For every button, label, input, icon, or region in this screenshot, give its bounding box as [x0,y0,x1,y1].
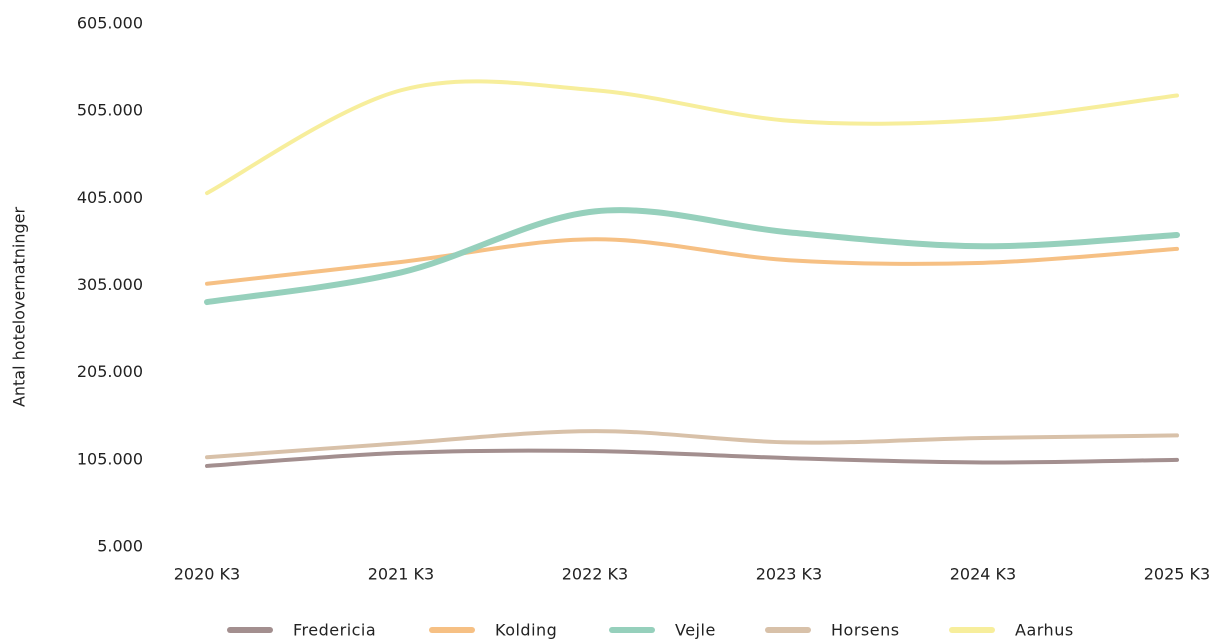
y-tick-label: 505.000 [77,101,143,120]
legend-label: Aarhus [1015,621,1074,640]
legend-label: Kolding [495,621,557,640]
x-tick-label: 2020 K3 [174,565,240,584]
y-tick-label: 305.000 [77,275,143,294]
x-tick-label: 2025 K3 [1144,565,1210,584]
y-axis-title: Antal hotelovernatninger [10,207,29,408]
x-tick-label: 2024 K3 [950,565,1016,584]
y-tick-label: 405.000 [77,188,143,207]
series-line [205,237,1179,286]
x-tick-label: 2022 K3 [562,565,628,584]
y-tick-label: 605.000 [77,14,143,33]
y-tick-label: 5.000 [97,537,143,556]
y-tick-label: 105.000 [77,449,143,468]
legend-label: Horsens [831,621,900,640]
series-line [205,429,1179,460]
y-tick-label: 205.000 [77,362,143,381]
x-tick-label: 2021 K3 [368,565,434,584]
legend-label: Fredericia [293,621,376,640]
series-line [205,448,1179,468]
legend-label: Vejle [675,621,716,640]
series-line [204,207,1180,306]
x-tick-label: 2023 K3 [756,565,822,584]
series-line [205,79,1179,196]
